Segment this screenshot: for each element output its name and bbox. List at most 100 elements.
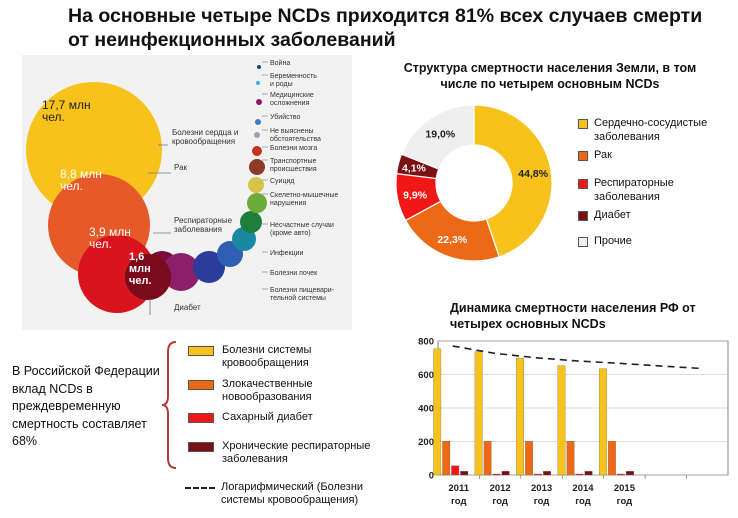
chain-bubble-10 (254, 132, 260, 138)
chain-bubble-14 (257, 65, 261, 69)
chain-bubble-11 (255, 119, 261, 125)
pie-legend-swatch (578, 179, 588, 189)
bar-chart: 0 200 400 600 800 2011 год 2012 год 2013 год 2014 го… (418, 337, 729, 507)
bar-2-0 (451, 465, 460, 476)
bar-0-0 (433, 348, 442, 476)
bar-legend-swatch (188, 346, 214, 356)
bubble-infographic: 17,7 млн чел. 8,8 млн чел. 3,9 млн чел. 1,6 млн… (22, 55, 352, 330)
small-label-8: Скелетно-мышечные нарушения (270, 192, 339, 207)
pie-legend-swatch (578, 119, 588, 129)
pie-legend-item: Рак (578, 148, 738, 162)
bar-legend-swatch (188, 380, 214, 390)
pie-legend-label: Респираторные заболевания (594, 177, 674, 203)
bar-2-3 (575, 473, 584, 476)
chain-bubble-5 (240, 211, 262, 233)
bubble-value-1: 8,8 млн чел. (60, 167, 102, 193)
bubble-value-3: 1,6 млн чел. (129, 251, 152, 287)
bar-0-1 (474, 351, 483, 476)
bubble-label-2: Респираторные заболевания (174, 216, 233, 234)
bubble-value-0: 17,7 млн чел. (42, 98, 91, 124)
small-label-12: Болезни пищевари-тельной системы (270, 287, 335, 302)
small-label-5: Болезни мозга (270, 145, 317, 152)
pie-legend-label: Прочие (594, 235, 632, 247)
pie-legend-label: Рак (594, 149, 612, 161)
bar-3-4 (626, 471, 634, 476)
pie-label-4: 19,0% (425, 128, 455, 140)
rf-ncd-statement: В Российской Федерации вклад NCDs в преж… (12, 364, 160, 448)
bubble-label-1: Рак (174, 163, 188, 172)
pie-legend-swatch (578, 237, 588, 247)
pie-label-0: 44,8% (518, 168, 548, 180)
bar-0-2 (516, 357, 524, 476)
bar-0-4 (599, 368, 607, 476)
x-tick-label-2: 2013 год (531, 483, 552, 507)
x-tick-label-1: 2012 год (490, 483, 511, 507)
pie-label-3: 4,1% (402, 163, 427, 175)
pie-chart: 44,8% 22,3% 9,9% 4,1% 19,0% (395, 104, 553, 262)
small-label-6: Транспортные происшествия (270, 158, 317, 173)
pie-legend-item: Прочие (578, 234, 738, 248)
bar-3-1 (501, 471, 510, 476)
bar-1-0 (442, 441, 451, 476)
bar-3-3 (584, 471, 593, 476)
small-label-7: Суицид (270, 178, 294, 185)
small-label-9: Несчастные случаи (кроме авто) (270, 222, 334, 237)
bar-legend-item: Болезни системы кровообращения (180, 344, 380, 370)
pie-legend-item: Сердечно-сосудистые заболевания (578, 116, 738, 144)
bar-legend-item: Злокачественные новообразования (180, 378, 380, 404)
bar-1-1 (483, 441, 492, 476)
chain-bubble-1 (162, 253, 200, 291)
bar-1-3 (566, 441, 575, 476)
pie-label-2: 9,9% (403, 189, 428, 201)
pie-legend: Сердечно-сосудистые заболевания Рак Респир… (578, 116, 738, 252)
x-tick-label-0: 2011 год (448, 483, 469, 507)
chain-bubble-12 (256, 99, 262, 105)
bubble-label-3: Диабет (174, 303, 201, 312)
chain-bubble-6 (247, 193, 267, 213)
bar-legend-item: Логарифмический (Болезни системы кровооб… (180, 481, 380, 507)
chain-bubble-4 (232, 227, 256, 251)
chain-bubble-9 (252, 146, 262, 156)
bar-1-2 (525, 441, 533, 476)
trend-legend-label: Логарифмический (Болезни системы кровооб… (221, 481, 364, 506)
pie-legend-swatch (578, 211, 588, 221)
bar-0-3 (557, 365, 566, 476)
bubble-label-0: Болезни сердца и кровообращения (172, 128, 238, 146)
bar-1-4 (608, 441, 616, 476)
chain-bubble-2 (193, 251, 225, 283)
chain-bubble-7 (248, 177, 264, 193)
bar-legend-label: Сахарный диабет (222, 411, 313, 423)
bar-legend-item: Хронические респираторные заболевания (180, 440, 380, 466)
bar-3-2 (543, 471, 551, 476)
small-label-11: Болезни почек (270, 270, 318, 277)
bar-legend-swatch (188, 442, 214, 452)
y-tick-label-2: 400 (418, 404, 434, 415)
small-label-4: Не выяснены обстоятельства (270, 128, 321, 143)
small-label-2: Медицинские осложнения (270, 92, 314, 107)
pie-slice-4 (400, 104, 475, 170)
chain-bubble-13 (256, 81, 260, 85)
y-tick-label-1: 200 (418, 437, 434, 448)
pie-chart-title: Структура смертности населения Земли, в … (403, 61, 697, 91)
y-tick-label-4: 800 (418, 337, 434, 348)
bar-2-4 (617, 473, 625, 476)
trend-legend-swatch (185, 487, 215, 489)
pie-legend-item: Респираторные заболевания (578, 176, 738, 204)
small-label-0: Война (270, 59, 290, 67)
chain-bubble-8 (249, 159, 265, 175)
brace-shape (161, 341, 177, 469)
x-tick-label-4: 2015 год (614, 483, 636, 507)
pie-legend-label: Сердечно-сосудистые заболевания (594, 117, 708, 143)
pie-label-1: 22,3% (437, 234, 467, 246)
bar-2-2 (534, 473, 542, 476)
y-tick-label-0: 0 (429, 471, 434, 482)
bubble-chart: 17,7 млн чел. 8,8 млн чел. 3,9 млн чел.1,6 млн… (26, 59, 339, 315)
pie-slice-0 (473, 104, 553, 258)
pie-legend-item: Диабет (578, 208, 738, 222)
small-label-1: Беременность и роды (270, 73, 317, 88)
bar-legend-swatch (188, 413, 214, 423)
x-tick-label-3: 2014 год (572, 483, 594, 507)
bar-legend-label: Злокачественные новообразования (222, 378, 313, 403)
trend-line (452, 345, 702, 370)
small-label-10: Инфекции (270, 250, 304, 257)
